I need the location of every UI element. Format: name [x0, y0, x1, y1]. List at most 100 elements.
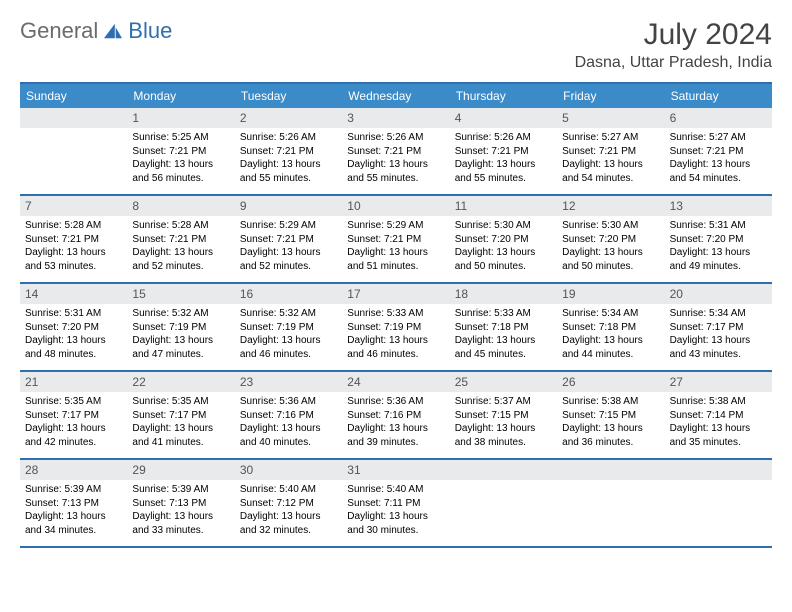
- day-number-bar: 6: [665, 108, 772, 128]
- cell-body: Sunrise: 5:28 AMSunset: 7:21 PMDaylight:…: [127, 216, 234, 278]
- calendar-cell: 10Sunrise: 5:29 AMSunset: 7:21 PMDayligh…: [342, 196, 449, 284]
- calendar-cell: 26Sunrise: 5:38 AMSunset: 7:15 PMDayligh…: [557, 372, 664, 460]
- day-number-bar: [665, 460, 772, 480]
- cell-body: Sunrise: 5:40 AMSunset: 7:11 PMDaylight:…: [342, 480, 449, 542]
- cell-body: [557, 480, 664, 488]
- header: General Blue July 2024 Dasna, Uttar Prad…: [20, 18, 772, 72]
- cell-body: Sunrise: 5:29 AMSunset: 7:21 PMDaylight:…: [342, 216, 449, 278]
- logo: General Blue: [20, 18, 172, 44]
- cell-body: Sunrise: 5:30 AMSunset: 7:20 PMDaylight:…: [450, 216, 557, 278]
- daylight-text: Daylight: 13 hours and 34 minutes.: [25, 510, 122, 537]
- title-block: July 2024 Dasna, Uttar Pradesh, India: [575, 18, 772, 72]
- day-header: Sunday: [20, 84, 127, 108]
- day-number-bar: 1: [127, 108, 234, 128]
- cell-body: Sunrise: 5:35 AMSunset: 7:17 PMDaylight:…: [20, 392, 127, 454]
- sunset-text: Sunset: 7:20 PM: [562, 233, 659, 247]
- day-number-bar: 21: [20, 372, 127, 392]
- sunrise-text: Sunrise: 5:38 AM: [670, 395, 767, 409]
- day-header: Tuesday: [235, 84, 342, 108]
- day-number-bar: [450, 460, 557, 480]
- day-number-bar: 22: [127, 372, 234, 392]
- sunset-text: Sunset: 7:20 PM: [25, 321, 122, 335]
- calendar-cell: [557, 460, 664, 548]
- sunset-text: Sunset: 7:17 PM: [670, 321, 767, 335]
- calendar-cell: [665, 460, 772, 548]
- day-number-bar: 5: [557, 108, 664, 128]
- sunrise-text: Sunrise: 5:40 AM: [347, 483, 444, 497]
- day-number-bar: 16: [235, 284, 342, 304]
- daylight-text: Daylight: 13 hours and 52 minutes.: [132, 246, 229, 273]
- daylight-text: Daylight: 13 hours and 36 minutes.: [562, 422, 659, 449]
- sunrise-text: Sunrise: 5:28 AM: [132, 219, 229, 233]
- cell-body: Sunrise: 5:38 AMSunset: 7:15 PMDaylight:…: [557, 392, 664, 454]
- daylight-text: Daylight: 13 hours and 55 minutes.: [347, 158, 444, 185]
- day-number-bar: 10: [342, 196, 449, 216]
- sunset-text: Sunset: 7:11 PM: [347, 497, 444, 511]
- sunset-text: Sunset: 7:14 PM: [670, 409, 767, 423]
- day-number-bar: 14: [20, 284, 127, 304]
- sunset-text: Sunset: 7:19 PM: [240, 321, 337, 335]
- sunset-text: Sunset: 7:16 PM: [240, 409, 337, 423]
- daylight-text: Daylight: 13 hours and 46 minutes.: [347, 334, 444, 361]
- sunset-text: Sunset: 7:20 PM: [670, 233, 767, 247]
- daylight-text: Daylight: 13 hours and 40 minutes.: [240, 422, 337, 449]
- calendar-grid: SundayMondayTuesdayWednesdayThursdayFrid…: [20, 82, 772, 548]
- daylight-text: Daylight: 13 hours and 50 minutes.: [562, 246, 659, 273]
- daylight-text: Daylight: 13 hours and 32 minutes.: [240, 510, 337, 537]
- day-number-bar: 2: [235, 108, 342, 128]
- calendar-cell: 15Sunrise: 5:32 AMSunset: 7:19 PMDayligh…: [127, 284, 234, 372]
- daylight-text: Daylight: 13 hours and 47 minutes.: [132, 334, 229, 361]
- cell-body: Sunrise: 5:40 AMSunset: 7:12 PMDaylight:…: [235, 480, 342, 542]
- cell-body: Sunrise: 5:32 AMSunset: 7:19 PMDaylight:…: [235, 304, 342, 366]
- sunrise-text: Sunrise: 5:37 AM: [455, 395, 552, 409]
- sunrise-text: Sunrise: 5:34 AM: [670, 307, 767, 321]
- daylight-text: Daylight: 13 hours and 44 minutes.: [562, 334, 659, 361]
- sunrise-text: Sunrise: 5:26 AM: [240, 131, 337, 145]
- calendar-cell: [450, 460, 557, 548]
- cell-body: Sunrise: 5:39 AMSunset: 7:13 PMDaylight:…: [20, 480, 127, 542]
- cell-body: Sunrise: 5:31 AMSunset: 7:20 PMDaylight:…: [20, 304, 127, 366]
- daylight-text: Daylight: 13 hours and 45 minutes.: [455, 334, 552, 361]
- sunset-text: Sunset: 7:21 PM: [670, 145, 767, 159]
- sunset-text: Sunset: 7:21 PM: [347, 145, 444, 159]
- day-number-bar: [557, 460, 664, 480]
- cell-body: Sunrise: 5:36 AMSunset: 7:16 PMDaylight:…: [235, 392, 342, 454]
- sunset-text: Sunset: 7:15 PM: [562, 409, 659, 423]
- cell-body: Sunrise: 5:30 AMSunset: 7:20 PMDaylight:…: [557, 216, 664, 278]
- day-number-bar: 28: [20, 460, 127, 480]
- daylight-text: Daylight: 13 hours and 43 minutes.: [670, 334, 767, 361]
- day-number-bar: 25: [450, 372, 557, 392]
- page-subtitle: Dasna, Uttar Pradesh, India: [575, 54, 772, 72]
- day-number-bar: 11: [450, 196, 557, 216]
- daylight-text: Daylight: 13 hours and 56 minutes.: [132, 158, 229, 185]
- daylight-text: Daylight: 13 hours and 46 minutes.: [240, 334, 337, 361]
- daylight-text: Daylight: 13 hours and 54 minutes.: [562, 158, 659, 185]
- sunrise-text: Sunrise: 5:32 AM: [132, 307, 229, 321]
- day-number-bar: 27: [665, 372, 772, 392]
- day-header: Saturday: [665, 84, 772, 108]
- sunrise-text: Sunrise: 5:33 AM: [455, 307, 552, 321]
- calendar-cell: 7Sunrise: 5:28 AMSunset: 7:21 PMDaylight…: [20, 196, 127, 284]
- calendar-cell: 6Sunrise: 5:27 AMSunset: 7:21 PMDaylight…: [665, 108, 772, 196]
- day-number-bar: 19: [557, 284, 664, 304]
- sunset-text: Sunset: 7:20 PM: [455, 233, 552, 247]
- sunset-text: Sunset: 7:21 PM: [240, 233, 337, 247]
- calendar-cell: 20Sunrise: 5:34 AMSunset: 7:17 PMDayligh…: [665, 284, 772, 372]
- daylight-text: Daylight: 13 hours and 35 minutes.: [670, 422, 767, 449]
- cell-body: Sunrise: 5:34 AMSunset: 7:18 PMDaylight:…: [557, 304, 664, 366]
- daylight-text: Daylight: 13 hours and 52 minutes.: [240, 246, 337, 273]
- cell-body: [665, 480, 772, 488]
- day-number-bar: 12: [557, 196, 664, 216]
- sunset-text: Sunset: 7:16 PM: [347, 409, 444, 423]
- logo-sail-icon: [102, 22, 124, 40]
- cell-body: Sunrise: 5:33 AMSunset: 7:19 PMDaylight:…: [342, 304, 449, 366]
- day-number-bar: 3: [342, 108, 449, 128]
- sunrise-text: Sunrise: 5:32 AM: [240, 307, 337, 321]
- sunset-text: Sunset: 7:17 PM: [25, 409, 122, 423]
- cell-body: Sunrise: 5:37 AMSunset: 7:15 PMDaylight:…: [450, 392, 557, 454]
- sunrise-text: Sunrise: 5:31 AM: [670, 219, 767, 233]
- day-number-bar: 13: [665, 196, 772, 216]
- calendar-cell: [20, 108, 127, 196]
- sunrise-text: Sunrise: 5:39 AM: [25, 483, 122, 497]
- cell-body: Sunrise: 5:39 AMSunset: 7:13 PMDaylight:…: [127, 480, 234, 542]
